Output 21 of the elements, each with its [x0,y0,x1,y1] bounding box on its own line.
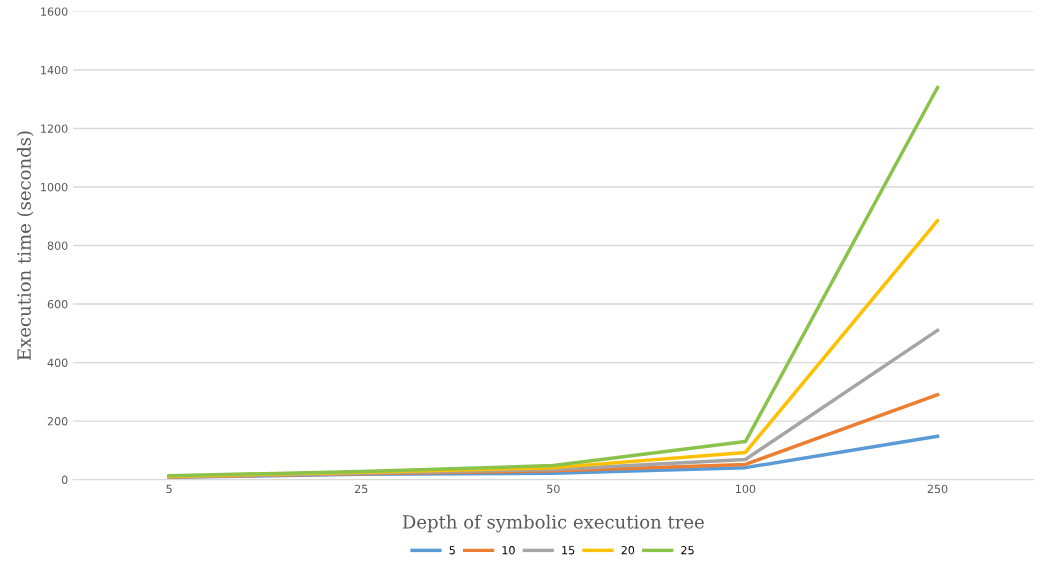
legend-label: 25 [681,546,694,555]
legend-label: 15 [562,546,575,555]
y-tick-label: 1600 [41,7,68,16]
legend-label: 10 [502,546,515,555]
y-tick-label: 400 [47,358,68,367]
y-axis-title: Execution time (seconds) [16,131,34,361]
x-tick-label: 100 [736,484,756,494]
x-tick-label: 25 [354,484,368,494]
y-tick-label: 1200 [41,124,68,133]
legend-label: 5 [449,546,455,555]
y-tick-label: 1400 [41,65,68,75]
y-tick-label: 800 [47,241,68,250]
x-tick-label: 250 [927,484,948,494]
x-tick-label: 50 [547,484,560,494]
y-tick-label: 0 [61,475,68,485]
y-tick-label: 1000 [41,182,68,192]
legend-label: 20 [621,546,635,555]
x-tick-label: 5 [166,484,172,494]
x-axis-title: Depth of symbolic execution tree [402,514,704,533]
y-tick-label: 600 [47,300,68,309]
y-tick-label: 200 [47,417,68,426]
